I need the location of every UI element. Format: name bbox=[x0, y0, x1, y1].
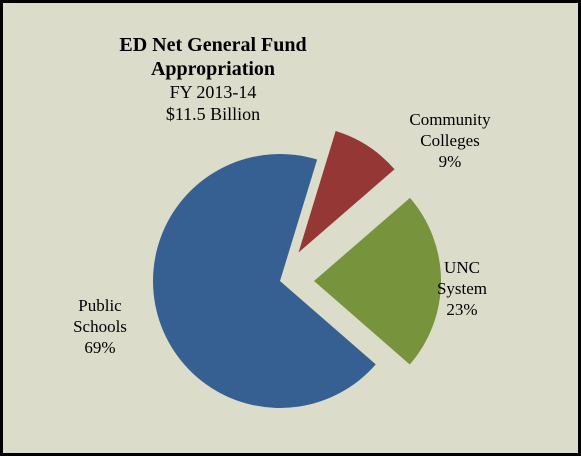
chart-title: ED Net General Fund Appropriation bbox=[119, 34, 307, 80]
slice-label-unc-system-line2: System bbox=[436, 279, 488, 298]
slice-label-community-colleges-line2: Colleges bbox=[420, 131, 480, 150]
slice-label-public-schools: Public Schools 69% bbox=[55, 295, 145, 358]
pie-chart bbox=[152, 131, 441, 409]
chart-subtitle-year: FY 2013-14 bbox=[169, 82, 257, 102]
pie-slice-unc-system bbox=[314, 197, 441, 365]
slice-label-community-colleges: Community Colleges 9% bbox=[395, 109, 505, 172]
slice-label-community-colleges-pct: 9% bbox=[438, 152, 462, 171]
pie-slice-community-colleges bbox=[298, 131, 395, 253]
slice-label-unc-system: UNC System 23% bbox=[417, 257, 507, 320]
slice-label-community-colleges-line1: Community bbox=[409, 110, 491, 129]
pie-slice-public-schools bbox=[152, 154, 376, 409]
chart-subtitle-amount: $11.5 Billion bbox=[165, 104, 261, 124]
title-block: ED Net General Fund Appropriation FY 201… bbox=[63, 33, 363, 125]
slice-label-public-schools-line2: Schools bbox=[73, 317, 127, 336]
slice-label-public-schools-pct: 69% bbox=[84, 338, 116, 357]
slice-label-public-schools-line1: Public bbox=[78, 296, 122, 315]
slice-label-unc-system-pct: 23% bbox=[446, 300, 478, 319]
slice-label-unc-system-line1: UNC bbox=[444, 258, 480, 277]
